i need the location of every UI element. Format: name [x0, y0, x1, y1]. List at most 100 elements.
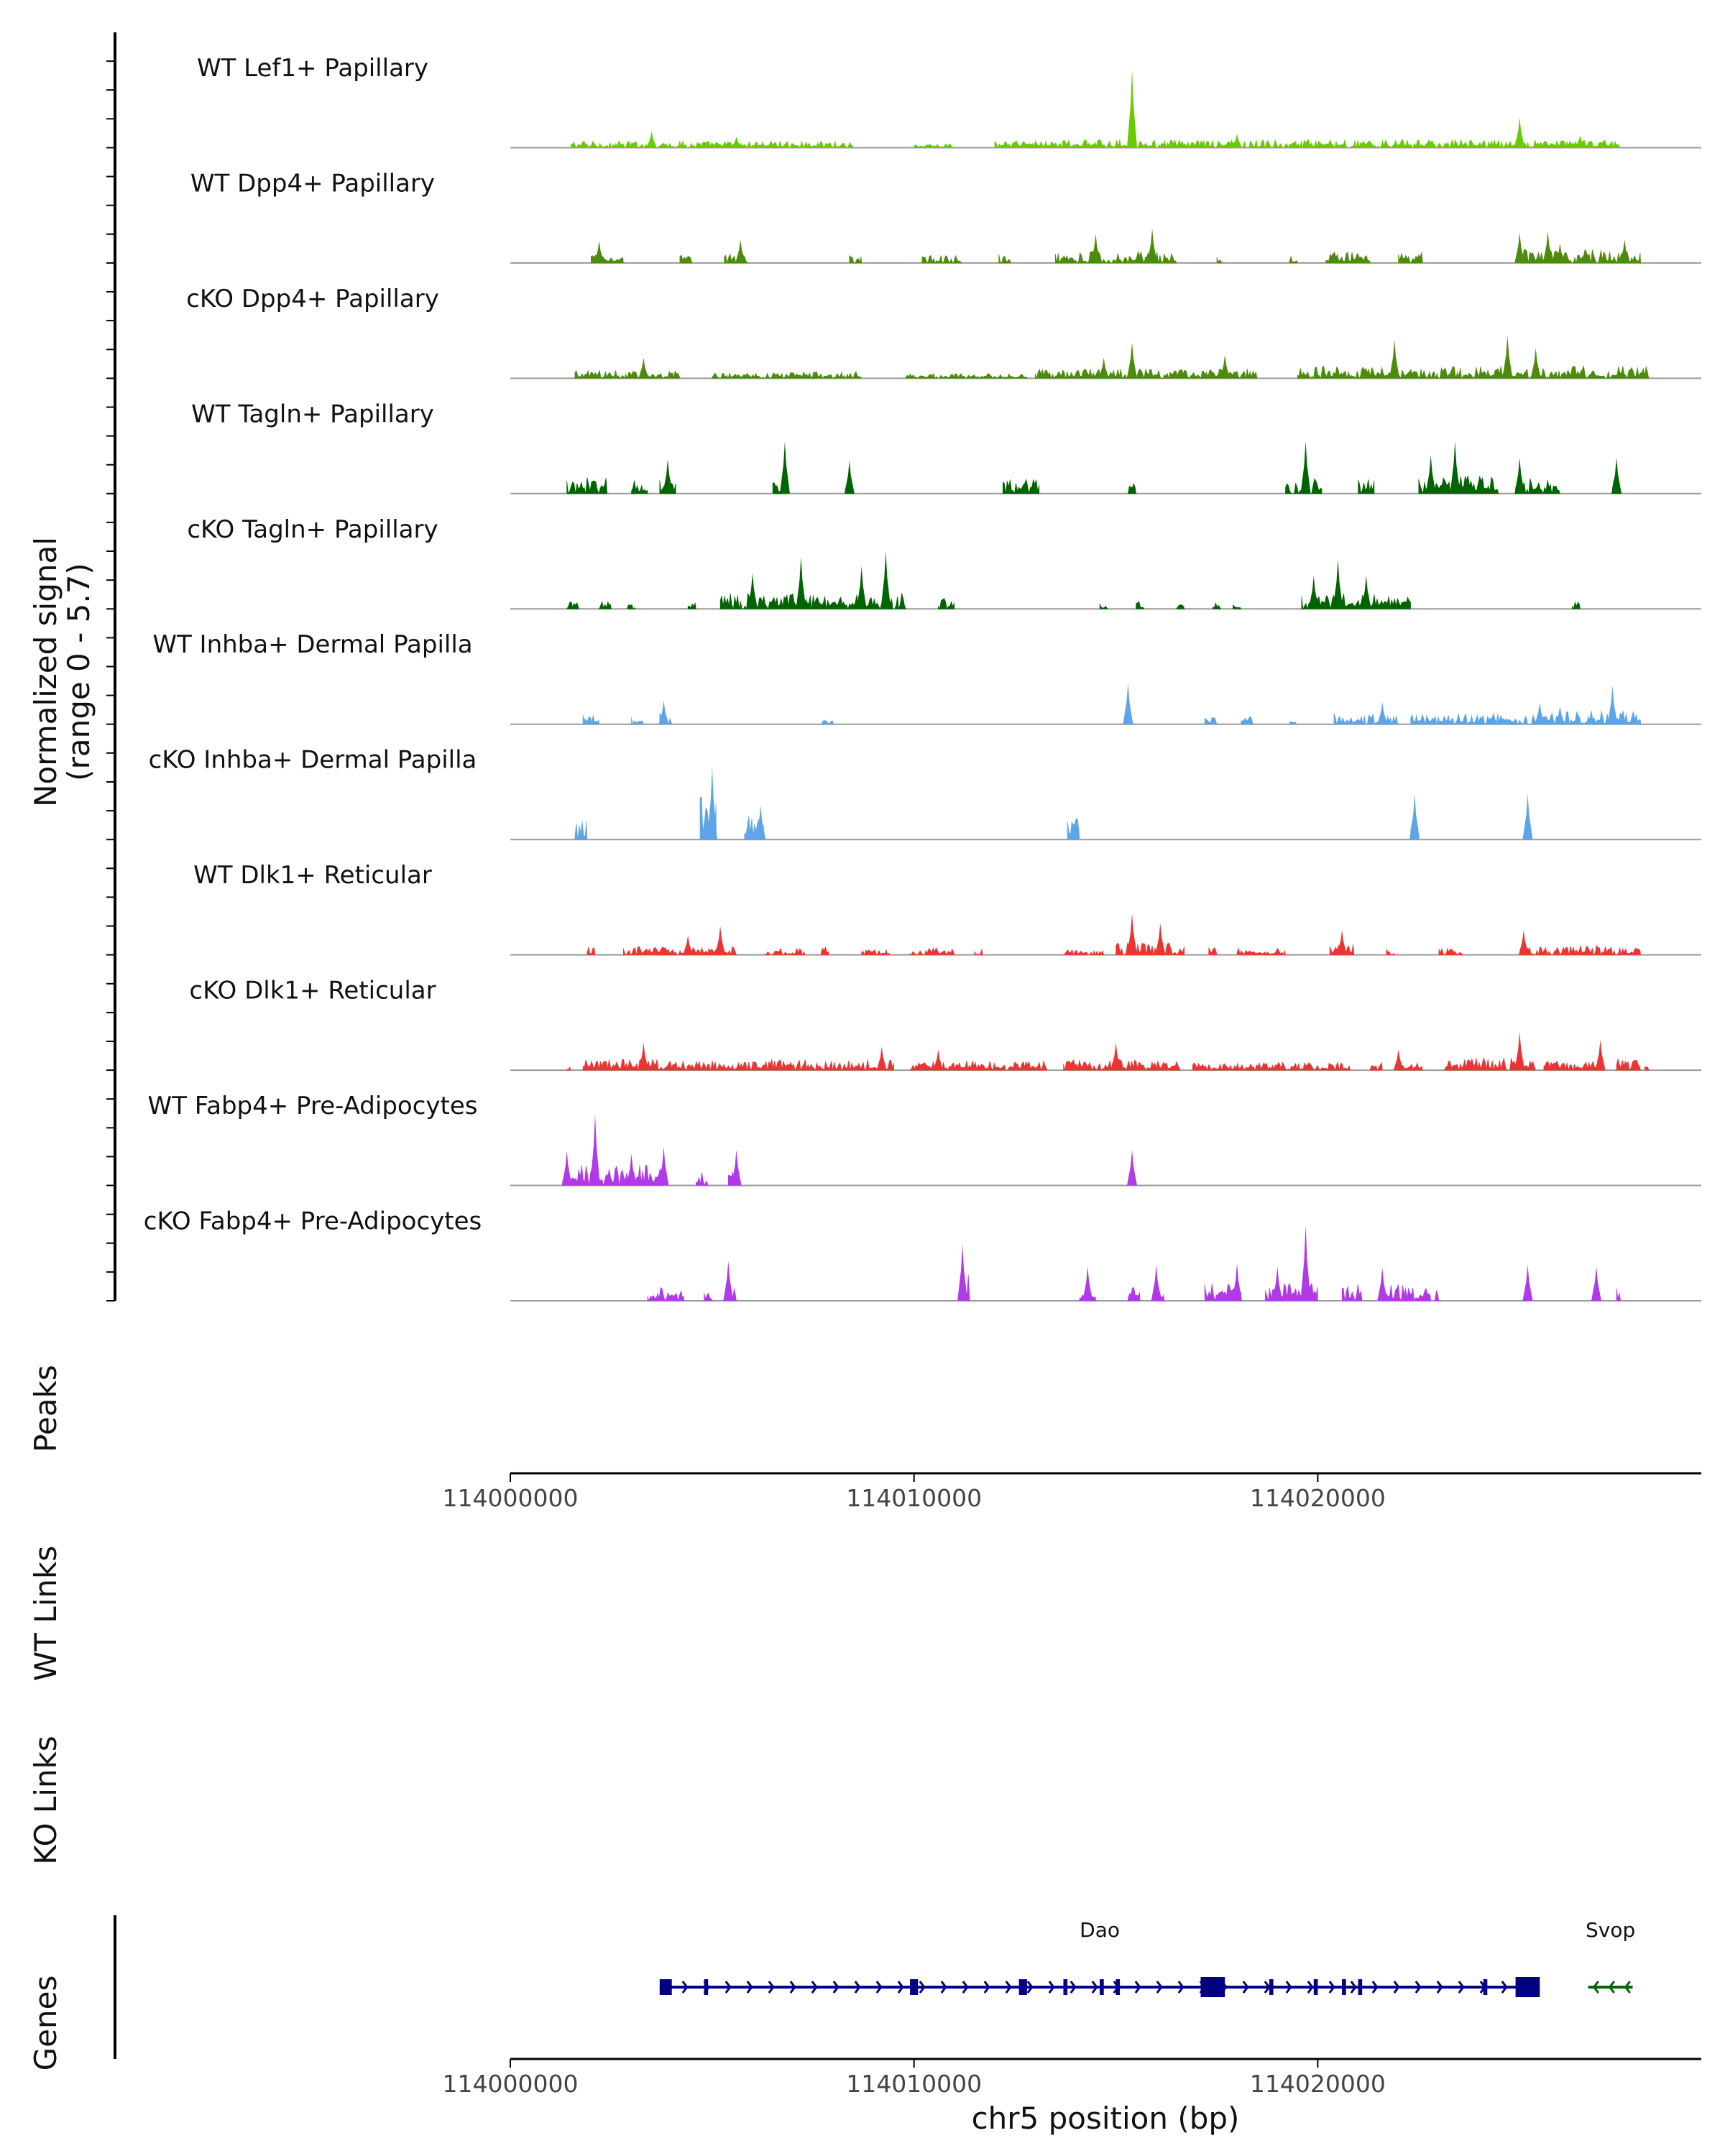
x-tick-label: 114020000: [1250, 2070, 1386, 2098]
exon: [910, 1979, 919, 1995]
exon: [1483, 1979, 1488, 1995]
x-axis-title: chr5 position (bp): [972, 2101, 1240, 2136]
strand-arrow: [1285, 1981, 1292, 1994]
track-0: WT Lef1+ Papillary: [197, 54, 1701, 149]
coverage-peak: [1595, 1040, 1606, 1071]
strand-arrow: [681, 1981, 689, 1994]
coverage-peak: [1393, 1049, 1404, 1071]
coverage-peak: [1377, 1268, 1388, 1301]
coverage-peak: [731, 137, 742, 148]
track-4: cKO Tagln+ Papillary: [187, 515, 1701, 610]
track-1: WT Dpp4+ Papillary: [190, 169, 1701, 264]
peaks-x-axis: 114000000 114010000 114020000: [443, 1472, 1701, 1512]
track-label: cKO Dlk1+ Reticular: [189, 977, 436, 1005]
track-label: WT Dlk1+ Reticular: [193, 861, 432, 890]
coverage-peak: [1530, 348, 1541, 379]
coverage-peak: [1232, 134, 1243, 148]
strand-arrow: [1393, 1981, 1400, 1994]
exon: [1269, 1979, 1274, 1995]
coverage-peak: [844, 460, 855, 494]
coverage-peak: [1308, 576, 1319, 609]
strand-arrow: [983, 1981, 990, 1994]
coverage-peak: [1542, 231, 1553, 263]
coverage-peak: [1611, 458, 1622, 494]
coverage-peak: [1450, 441, 1460, 494]
track-6: cKO Inhba+ Dermal Papilla: [149, 746, 1701, 841]
track-label: WT Dpp4+ Papillary: [190, 169, 435, 198]
strand-arrow: [1048, 1981, 1055, 1994]
strand-arrow: [962, 1981, 969, 1994]
strand-arrow: [1134, 1981, 1141, 1994]
coverage-peak: [1123, 683, 1133, 724]
coverage-peak: [1377, 702, 1388, 724]
strand-arrow: [1458, 1981, 1465, 1994]
strand-arrow: [1414, 1981, 1422, 1994]
strand-arrow: [897, 1981, 904, 1994]
coverage-peak: [1232, 1263, 1243, 1301]
track-label: WT Tagln+ Papillary: [191, 400, 434, 428]
coverage-peak: [1522, 1265, 1533, 1301]
coverage-peak: [1127, 342, 1138, 379]
track-label: cKO Tagln+ Papillary: [187, 515, 438, 544]
strand-arrow: [940, 1981, 947, 1994]
x-tick-label: 114000000: [443, 1484, 579, 1512]
strand-arrow: [724, 1981, 732, 1994]
strand-arrow: [1307, 1981, 1314, 1994]
exon: [659, 1979, 672, 1995]
strand-arrow: [746, 1981, 753, 1994]
coverage-area: [566, 1057, 1650, 1072]
coverage-peak: [1090, 234, 1101, 263]
track-label: cKO Inhba+ Dermal Papilla: [149, 746, 477, 775]
coverage-peak: [876, 1046, 887, 1071]
exon: [1063, 1979, 1068, 1995]
coverage-peak: [683, 935, 694, 955]
strand-arrow: [1350, 1981, 1357, 1994]
coverage-peak: [933, 1049, 944, 1071]
track-label: WT Lef1+ Papillary: [197, 54, 428, 83]
coverage-peak: [715, 926, 726, 955]
coverage-area: [562, 1164, 1136, 1187]
strand-arrow: [1070, 1981, 1077, 1994]
coverage-peak: [1300, 441, 1311, 494]
coverage-peak: [1361, 576, 1371, 609]
coverage-peak: [707, 766, 717, 840]
strand-arrow: [1005, 1981, 1012, 1994]
coverage-peak: [658, 701, 669, 724]
coverage-peak: [1155, 923, 1166, 955]
coverage-peak: [1127, 1149, 1138, 1186]
strand-arrow: [1091, 1981, 1098, 1994]
x-tick-label: 114010000: [846, 2070, 982, 2098]
strand-arrow: [919, 1981, 926, 1994]
coverage-tracks: WT Lef1+ Papillary WT Dpp4+ Papillary cKO …: [144, 54, 1701, 1302]
coverage-peak: [1518, 930, 1529, 955]
strand-arrow: [789, 1981, 796, 1994]
coverage-peak: [1514, 117, 1525, 148]
coverage-peak: [748, 573, 758, 609]
strand-arrow: [1608, 1981, 1615, 1994]
coverage-peak: [1098, 357, 1109, 379]
track-3: WT Tagln+ Papillary: [191, 400, 1701, 494]
coverage-area: [566, 592, 1581, 610]
coverage-peak: [1337, 930, 1348, 955]
track-label: WT Fabp4+ Pre-Adipocytes: [148, 1092, 478, 1120]
coverage-peak: [638, 1042, 649, 1071]
coverage-peak: [1591, 1266, 1601, 1301]
gene-name: Svop: [1586, 1918, 1635, 1942]
exon: [1018, 1979, 1027, 1995]
track-label: WT Inhba+ Dermal Papilla: [152, 630, 472, 659]
track-label: cKO Fabp4+ Pre-Adipocytes: [144, 1207, 482, 1236]
coverage-peak: [1409, 794, 1420, 840]
track-10: cKO Fabp4+ Pre-Adipocytes: [144, 1207, 1701, 1302]
strand-arrow: [1328, 1981, 1335, 1994]
coverage-peak: [723, 1261, 734, 1301]
coverage-peak: [880, 550, 891, 609]
coverage-peak: [594, 241, 604, 263]
strand-arrow: [1371, 1981, 1379, 1994]
strand-arrow: [1501, 1981, 1508, 1994]
panel-label-peaks: Peaks: [28, 1365, 63, 1452]
coverage-peak: [1502, 336, 1513, 379]
coverage-peak: [638, 357, 649, 379]
coverage-peak: [1575, 135, 1586, 148]
gene-name: Dao: [1080, 1918, 1120, 1942]
